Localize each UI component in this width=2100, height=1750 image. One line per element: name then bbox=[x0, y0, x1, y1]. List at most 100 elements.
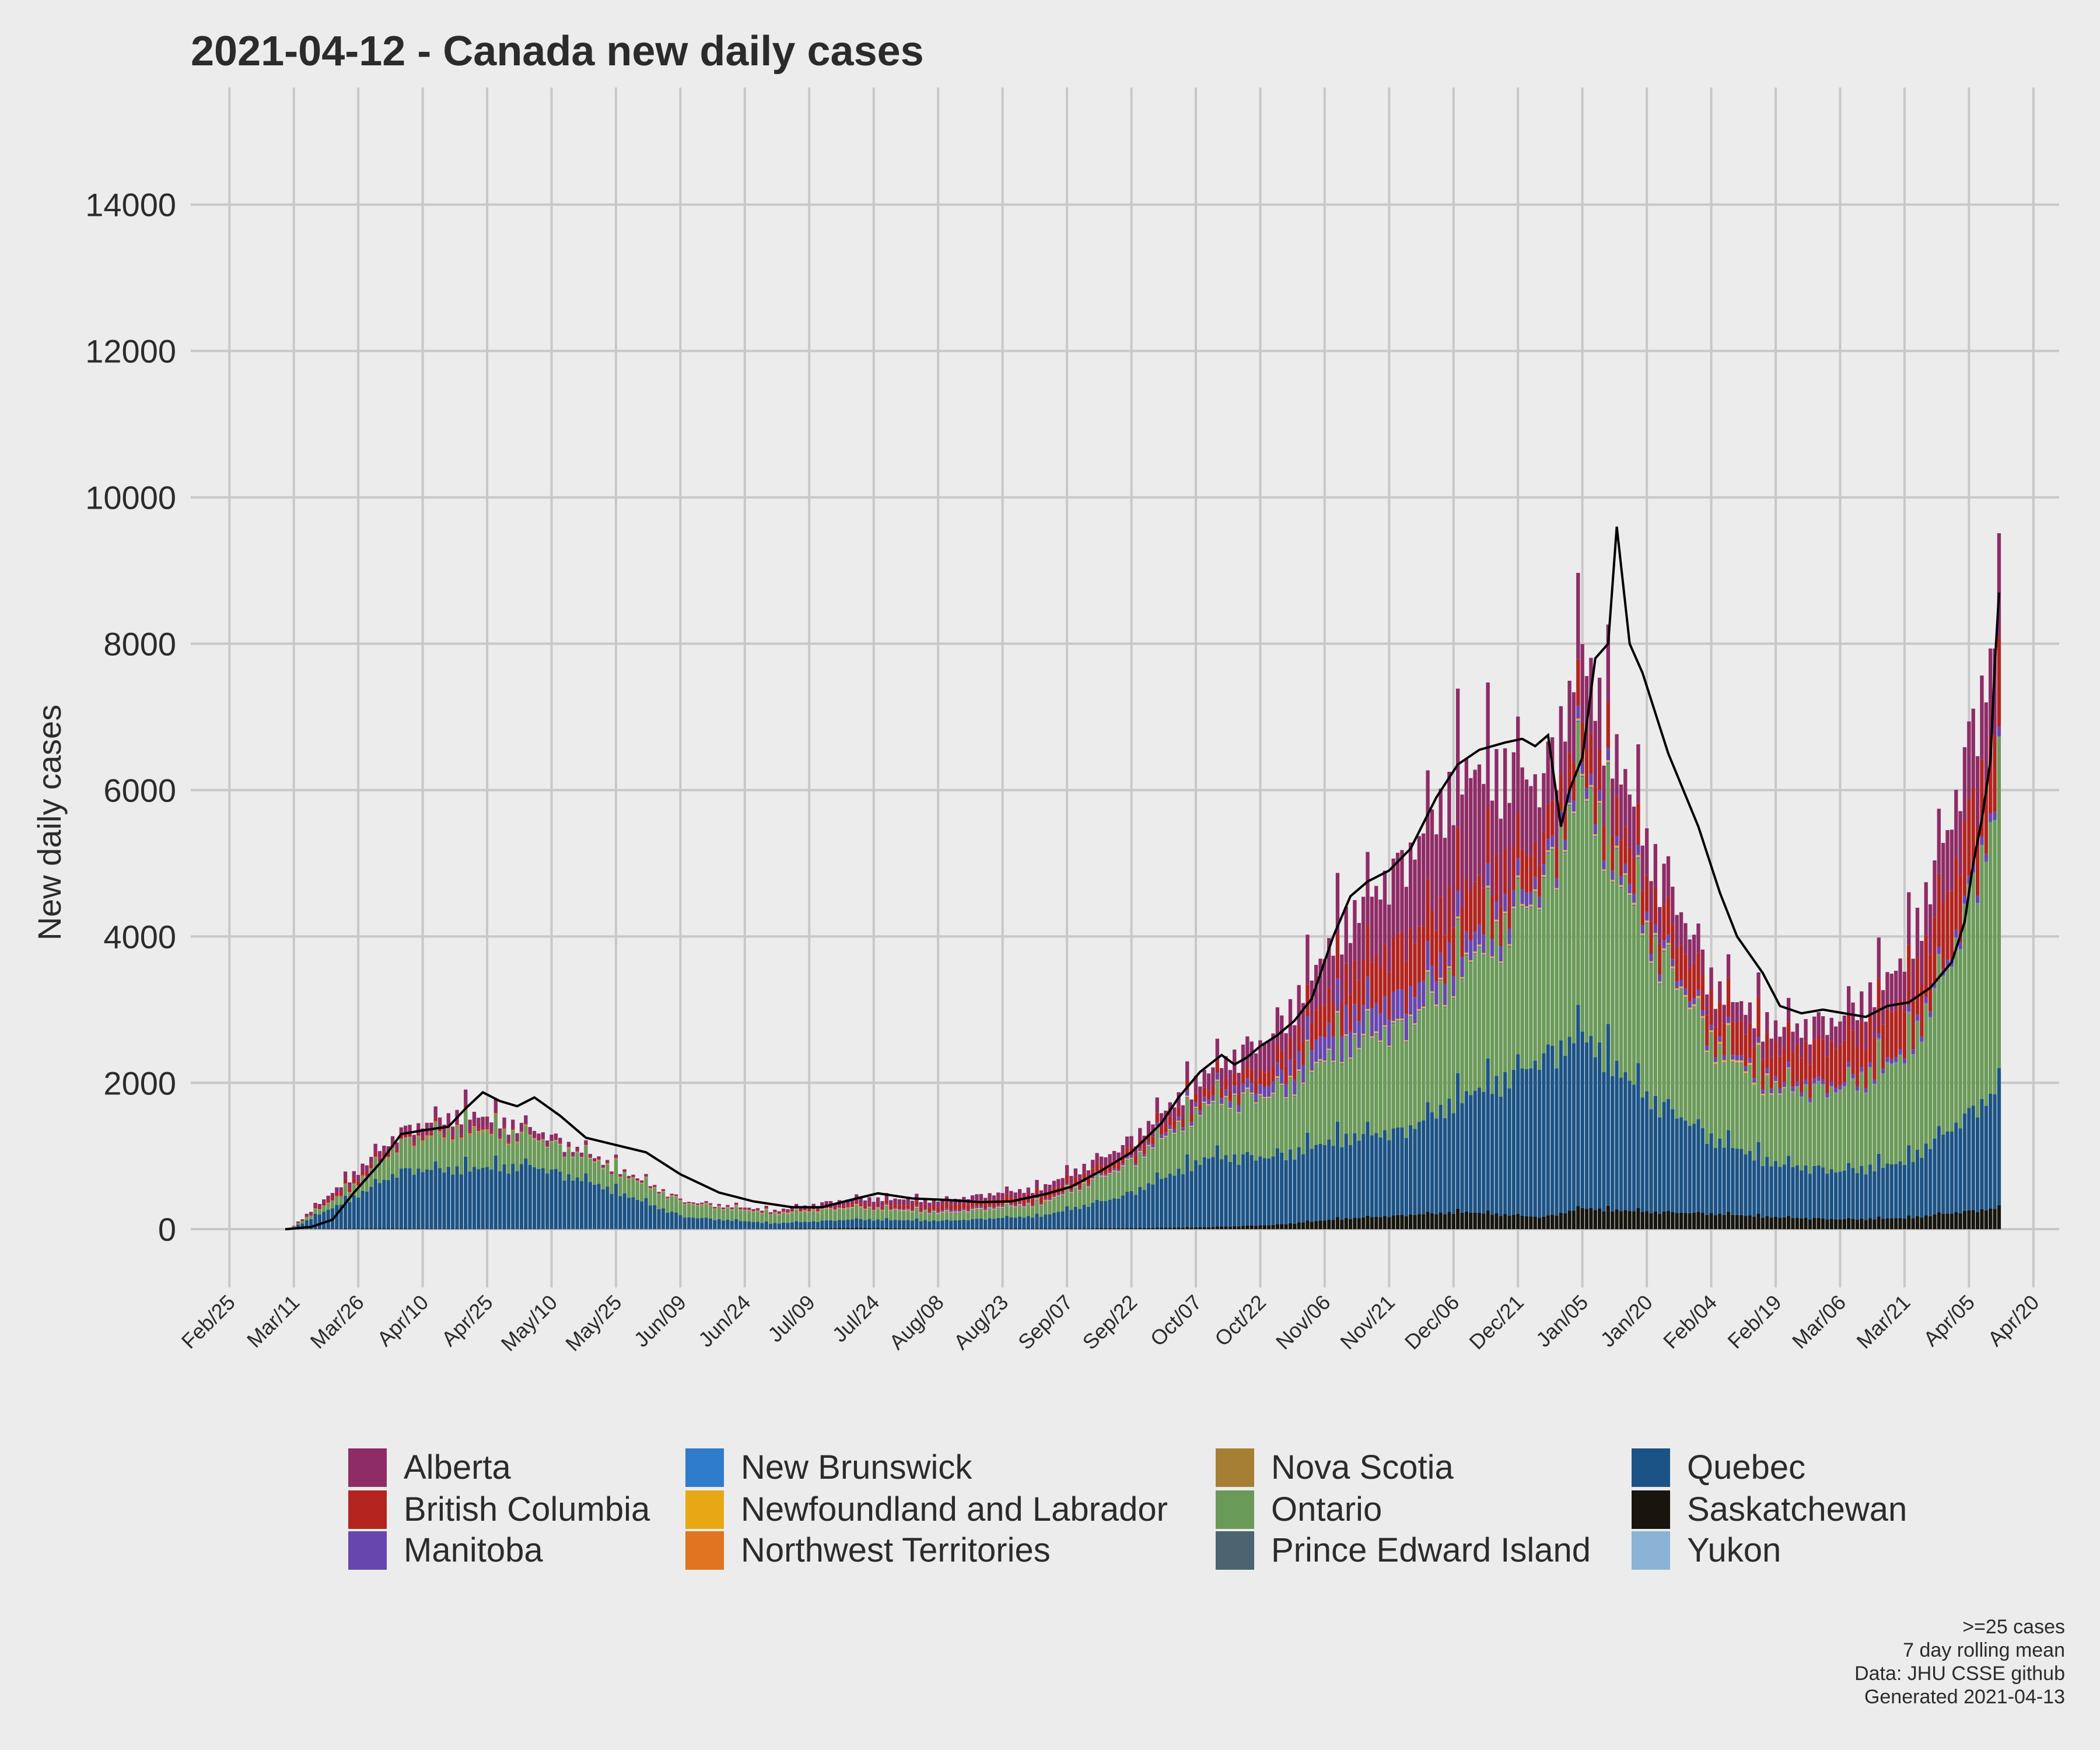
bar-segment bbox=[571, 1157, 575, 1181]
bar-segment bbox=[1215, 1083, 1219, 1146]
bar-segment bbox=[1611, 778, 1615, 836]
bar-segment bbox=[1306, 1042, 1310, 1044]
bar-segment bbox=[1735, 1002, 1739, 1022]
bar-segment bbox=[1322, 1060, 1327, 1062]
bar-segment bbox=[1426, 878, 1430, 942]
bar-segment bbox=[1675, 1118, 1679, 1213]
bar-segment bbox=[691, 1203, 695, 1204]
bar-segment bbox=[1438, 788, 1443, 897]
bar-segment bbox=[1769, 1166, 1773, 1218]
bar-segment bbox=[1224, 1089, 1228, 1096]
bar-segment bbox=[1146, 1144, 1151, 1146]
bar-segment bbox=[820, 1228, 824, 1230]
bar-segment bbox=[897, 1220, 902, 1228]
bar-segment bbox=[1335, 1014, 1340, 1122]
bar-segment bbox=[1422, 1010, 1426, 1121]
bar-segment bbox=[519, 1132, 524, 1133]
bar-segment bbox=[906, 1209, 910, 1211]
bar-segment bbox=[1769, 1217, 1773, 1230]
bar-segment bbox=[1331, 1002, 1335, 1037]
bar-segment bbox=[1082, 1228, 1086, 1230]
bar-segment bbox=[949, 1214, 953, 1221]
bar-segment bbox=[489, 1136, 494, 1170]
bar-segment bbox=[648, 1188, 653, 1189]
bar-segment bbox=[1589, 788, 1593, 789]
bar-segment bbox=[1331, 1220, 1335, 1230]
bar-segment bbox=[403, 1228, 408, 1230]
bar-segment bbox=[1086, 1185, 1091, 1187]
bar-segment bbox=[1800, 1219, 1804, 1230]
bar-segment bbox=[1907, 1013, 1911, 1146]
bar-segment bbox=[1056, 1212, 1060, 1228]
bar-segment bbox=[1327, 1050, 1331, 1052]
bar-segment bbox=[803, 1210, 807, 1212]
bar-segment bbox=[708, 1203, 713, 1205]
bar-segment bbox=[1133, 1165, 1138, 1167]
bar-segment bbox=[828, 1208, 833, 1209]
bar-segment bbox=[1821, 1167, 1825, 1219]
bar-segment bbox=[390, 1228, 395, 1230]
bar-segment bbox=[588, 1154, 592, 1157]
bar-segment bbox=[1765, 1157, 1769, 1216]
bar-segment bbox=[1773, 1216, 1778, 1230]
bar-segment bbox=[1817, 1082, 1821, 1166]
bar-segment bbox=[682, 1217, 687, 1229]
bar-segment bbox=[1026, 1216, 1030, 1228]
bar-segment bbox=[1516, 858, 1520, 876]
bar-segment bbox=[1237, 1112, 1241, 1114]
bar-segment bbox=[1666, 945, 1671, 947]
bar-segment bbox=[464, 1228, 468, 1230]
bar-segment bbox=[1791, 1217, 1795, 1230]
bar-segment bbox=[1408, 1014, 1413, 1017]
bar-segment bbox=[1052, 1228, 1056, 1230]
bar-segment bbox=[1078, 1209, 1082, 1228]
bar-segment bbox=[1112, 1151, 1116, 1161]
bar-segment bbox=[1555, 847, 1559, 878]
bar-segment bbox=[455, 1122, 459, 1125]
bar-segment bbox=[1619, 1077, 1623, 1212]
bar-segment bbox=[786, 1214, 790, 1223]
bar-segment bbox=[1860, 1218, 1864, 1230]
bar-segment bbox=[1482, 956, 1486, 1092]
bar-segment bbox=[1172, 1121, 1177, 1129]
bar-segment bbox=[1769, 1093, 1773, 1095]
bar-segment bbox=[1739, 1063, 1744, 1064]
bar-segment bbox=[1756, 1037, 1760, 1043]
bar-segment bbox=[1322, 1220, 1327, 1230]
bar-segment bbox=[1318, 1005, 1322, 1037]
legend-label: Saskatchewan bbox=[1687, 1490, 1907, 1528]
bar-segment bbox=[1378, 1013, 1382, 1041]
bar-segment bbox=[661, 1192, 666, 1209]
bar-segment bbox=[1760, 1059, 1765, 1090]
bar-segment bbox=[1507, 947, 1511, 948]
bar-segment bbox=[1619, 784, 1623, 841]
bar-segment bbox=[1228, 1161, 1233, 1227]
bar-segment bbox=[1331, 1062, 1335, 1063]
bar-segment bbox=[511, 1130, 515, 1132]
bar-segment bbox=[1031, 1208, 1035, 1218]
bar-segment bbox=[1756, 1045, 1760, 1046]
bar-segment bbox=[1056, 1198, 1060, 1212]
bar-segment bbox=[919, 1213, 923, 1214]
bar-segment bbox=[1653, 1211, 1658, 1230]
bar-segment bbox=[1233, 1049, 1237, 1074]
bar-segment bbox=[1099, 1228, 1104, 1230]
bar-segment bbox=[988, 1208, 992, 1209]
bar-segment bbox=[1164, 1137, 1168, 1138]
bar-segment bbox=[1644, 922, 1649, 924]
bar-segment bbox=[1546, 853, 1550, 855]
bar-segment bbox=[1817, 1081, 1821, 1082]
bar-segment bbox=[1108, 1171, 1112, 1173]
bar-segment bbox=[403, 1125, 408, 1135]
bar-segment bbox=[1967, 1210, 1971, 1230]
bar-segment bbox=[906, 1208, 910, 1210]
bar-segment bbox=[365, 1172, 369, 1176]
bar-segment bbox=[1696, 989, 1700, 996]
bar-segment bbox=[897, 1205, 902, 1209]
bar-segment bbox=[743, 1211, 747, 1212]
bar-segment bbox=[610, 1194, 614, 1229]
bar-segment bbox=[1357, 1049, 1361, 1051]
bar-segment bbox=[330, 1193, 335, 1198]
bar-segment bbox=[1168, 1130, 1172, 1132]
bar-segment bbox=[940, 1213, 944, 1214]
